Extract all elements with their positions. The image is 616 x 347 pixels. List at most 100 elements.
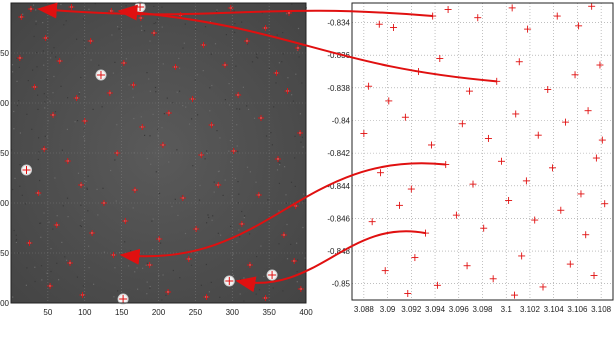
left-point-marker: [146, 262, 153, 268]
noise-speckle: [52, 92, 54, 94]
noise-speckle: [33, 35, 35, 38]
left-point-marker: [151, 30, 158, 36]
right-point-marker: [505, 196, 513, 204]
right-scatter-points: [360, 2, 609, 299]
noise-speckle: [63, 24, 65, 26]
noise-speckle: [133, 118, 135, 120]
noise-speckle: [279, 164, 281, 166]
noise-speckle: [157, 134, 159, 136]
right-plot-background: [352, 3, 613, 300]
right-y-tick-label: -0.846: [327, 214, 350, 223]
noise-speckle: [208, 291, 210, 293]
left-point-marker: [165, 110, 172, 116]
noise-speckle: [285, 202, 288, 204]
left-y-tick-labels: 50 100 150 200 250 300: [0, 49, 10, 308]
right-point-marker: [401, 113, 409, 121]
noise-speckle: [56, 262, 58, 264]
noise-speckle: [15, 238, 18, 241]
left-point-marker: [203, 294, 210, 300]
right-y-tick-label: -0.848: [327, 247, 350, 256]
noise-speckle: [137, 288, 139, 290]
noise-speckle: [53, 75, 55, 78]
noise-speckle: [217, 171, 219, 173]
left-point-marker: [208, 122, 215, 128]
noise-speckle: [88, 267, 90, 269]
right-x-tick-label: 3.092: [401, 305, 422, 314]
right-point-marker: [452, 211, 460, 219]
noise-speckle: [62, 205, 64, 207]
left-x-tick-label: 50: [43, 308, 52, 317]
noise-speckle: [39, 222, 42, 224]
right-x-tick-label: 3.104: [544, 305, 565, 314]
right-x-tick-label: 3.1: [501, 305, 513, 314]
noise-speckle: [179, 67, 181, 69]
noise-speckle: [230, 225, 232, 227]
left-point-marker: [235, 92, 242, 98]
noise-speckle: [102, 187, 104, 189]
noise-speckle: [19, 164, 21, 166]
noise-speckle: [236, 241, 238, 243]
noise-speckle: [178, 57, 180, 60]
noise-speckle: [48, 221, 50, 223]
right-x-tick-label: 3.102: [520, 305, 541, 314]
noise-speckle: [161, 299, 163, 301]
right-point-marker: [590, 272, 598, 280]
noise-speckle: [38, 151, 40, 153]
noise-speckle: [155, 171, 157, 173]
noise-speckle: [26, 267, 28, 269]
noise-speckle: [40, 265, 43, 267]
noise-speckle: [16, 105, 18, 107]
left-point-marker: [246, 262, 253, 268]
left-point-marker: [262, 295, 269, 301]
noise-speckle: [145, 264, 147, 266]
noise-speckle: [36, 66, 38, 68]
noise-speckle: [242, 86, 244, 88]
noise-speckle: [32, 4, 35, 6]
noise-speckle: [83, 39, 85, 41]
noise-speckle: [81, 219, 83, 221]
left-point-marker: [139, 124, 146, 130]
noise-speckle: [153, 22, 155, 25]
noise-speckle: [67, 97, 69, 99]
noise-speckle: [304, 257, 306, 259]
noise-speckle: [21, 194, 23, 196]
noise-speckle: [151, 220, 153, 222]
noise-speckle: [240, 278, 242, 280]
noise-speckle: [37, 108, 39, 110]
noise-speckle: [231, 199, 233, 201]
noise-speckle: [19, 132, 21, 134]
noise-speckle: [279, 162, 281, 164]
noise-speckle: [144, 134, 146, 136]
noise-speckle: [76, 120, 79, 122]
noise-speckle: [241, 21, 243, 23]
right-point-marker: [524, 25, 532, 33]
noise-speckle: [17, 252, 19, 254]
noise-speckle: [282, 290, 284, 292]
noise-speckle: [149, 40, 151, 42]
right-point-marker: [444, 6, 452, 14]
noise-speckle: [243, 300, 245, 302]
right-point-marker: [411, 254, 419, 262]
noise-speckle: [219, 137, 221, 139]
right-point-marker: [390, 23, 398, 31]
noise-speckle: [191, 118, 193, 120]
noise-speckle: [210, 281, 212, 283]
noise-speckle: [263, 275, 265, 277]
noise-speckle: [88, 245, 90, 247]
noise-speckle: [161, 127, 163, 129]
noise-speckle: [12, 296, 14, 298]
noise-speckle: [210, 53, 212, 55]
left-point-marker: [273, 70, 280, 76]
left-point-marker: [238, 221, 245, 227]
noise-speckle: [36, 51, 38, 54]
noise-speckle: [260, 245, 262, 247]
noise-speckle: [209, 21, 211, 23]
noise-speckle: [246, 105, 248, 107]
right-point-marker: [539, 283, 547, 291]
left-point-marker: [244, 38, 250, 44]
noise-speckle: [298, 56, 300, 58]
right-point-marker: [518, 252, 526, 260]
noise-speckle: [282, 32, 284, 34]
noise-speckle: [179, 277, 181, 279]
left-point-marker: [227, 5, 234, 11]
